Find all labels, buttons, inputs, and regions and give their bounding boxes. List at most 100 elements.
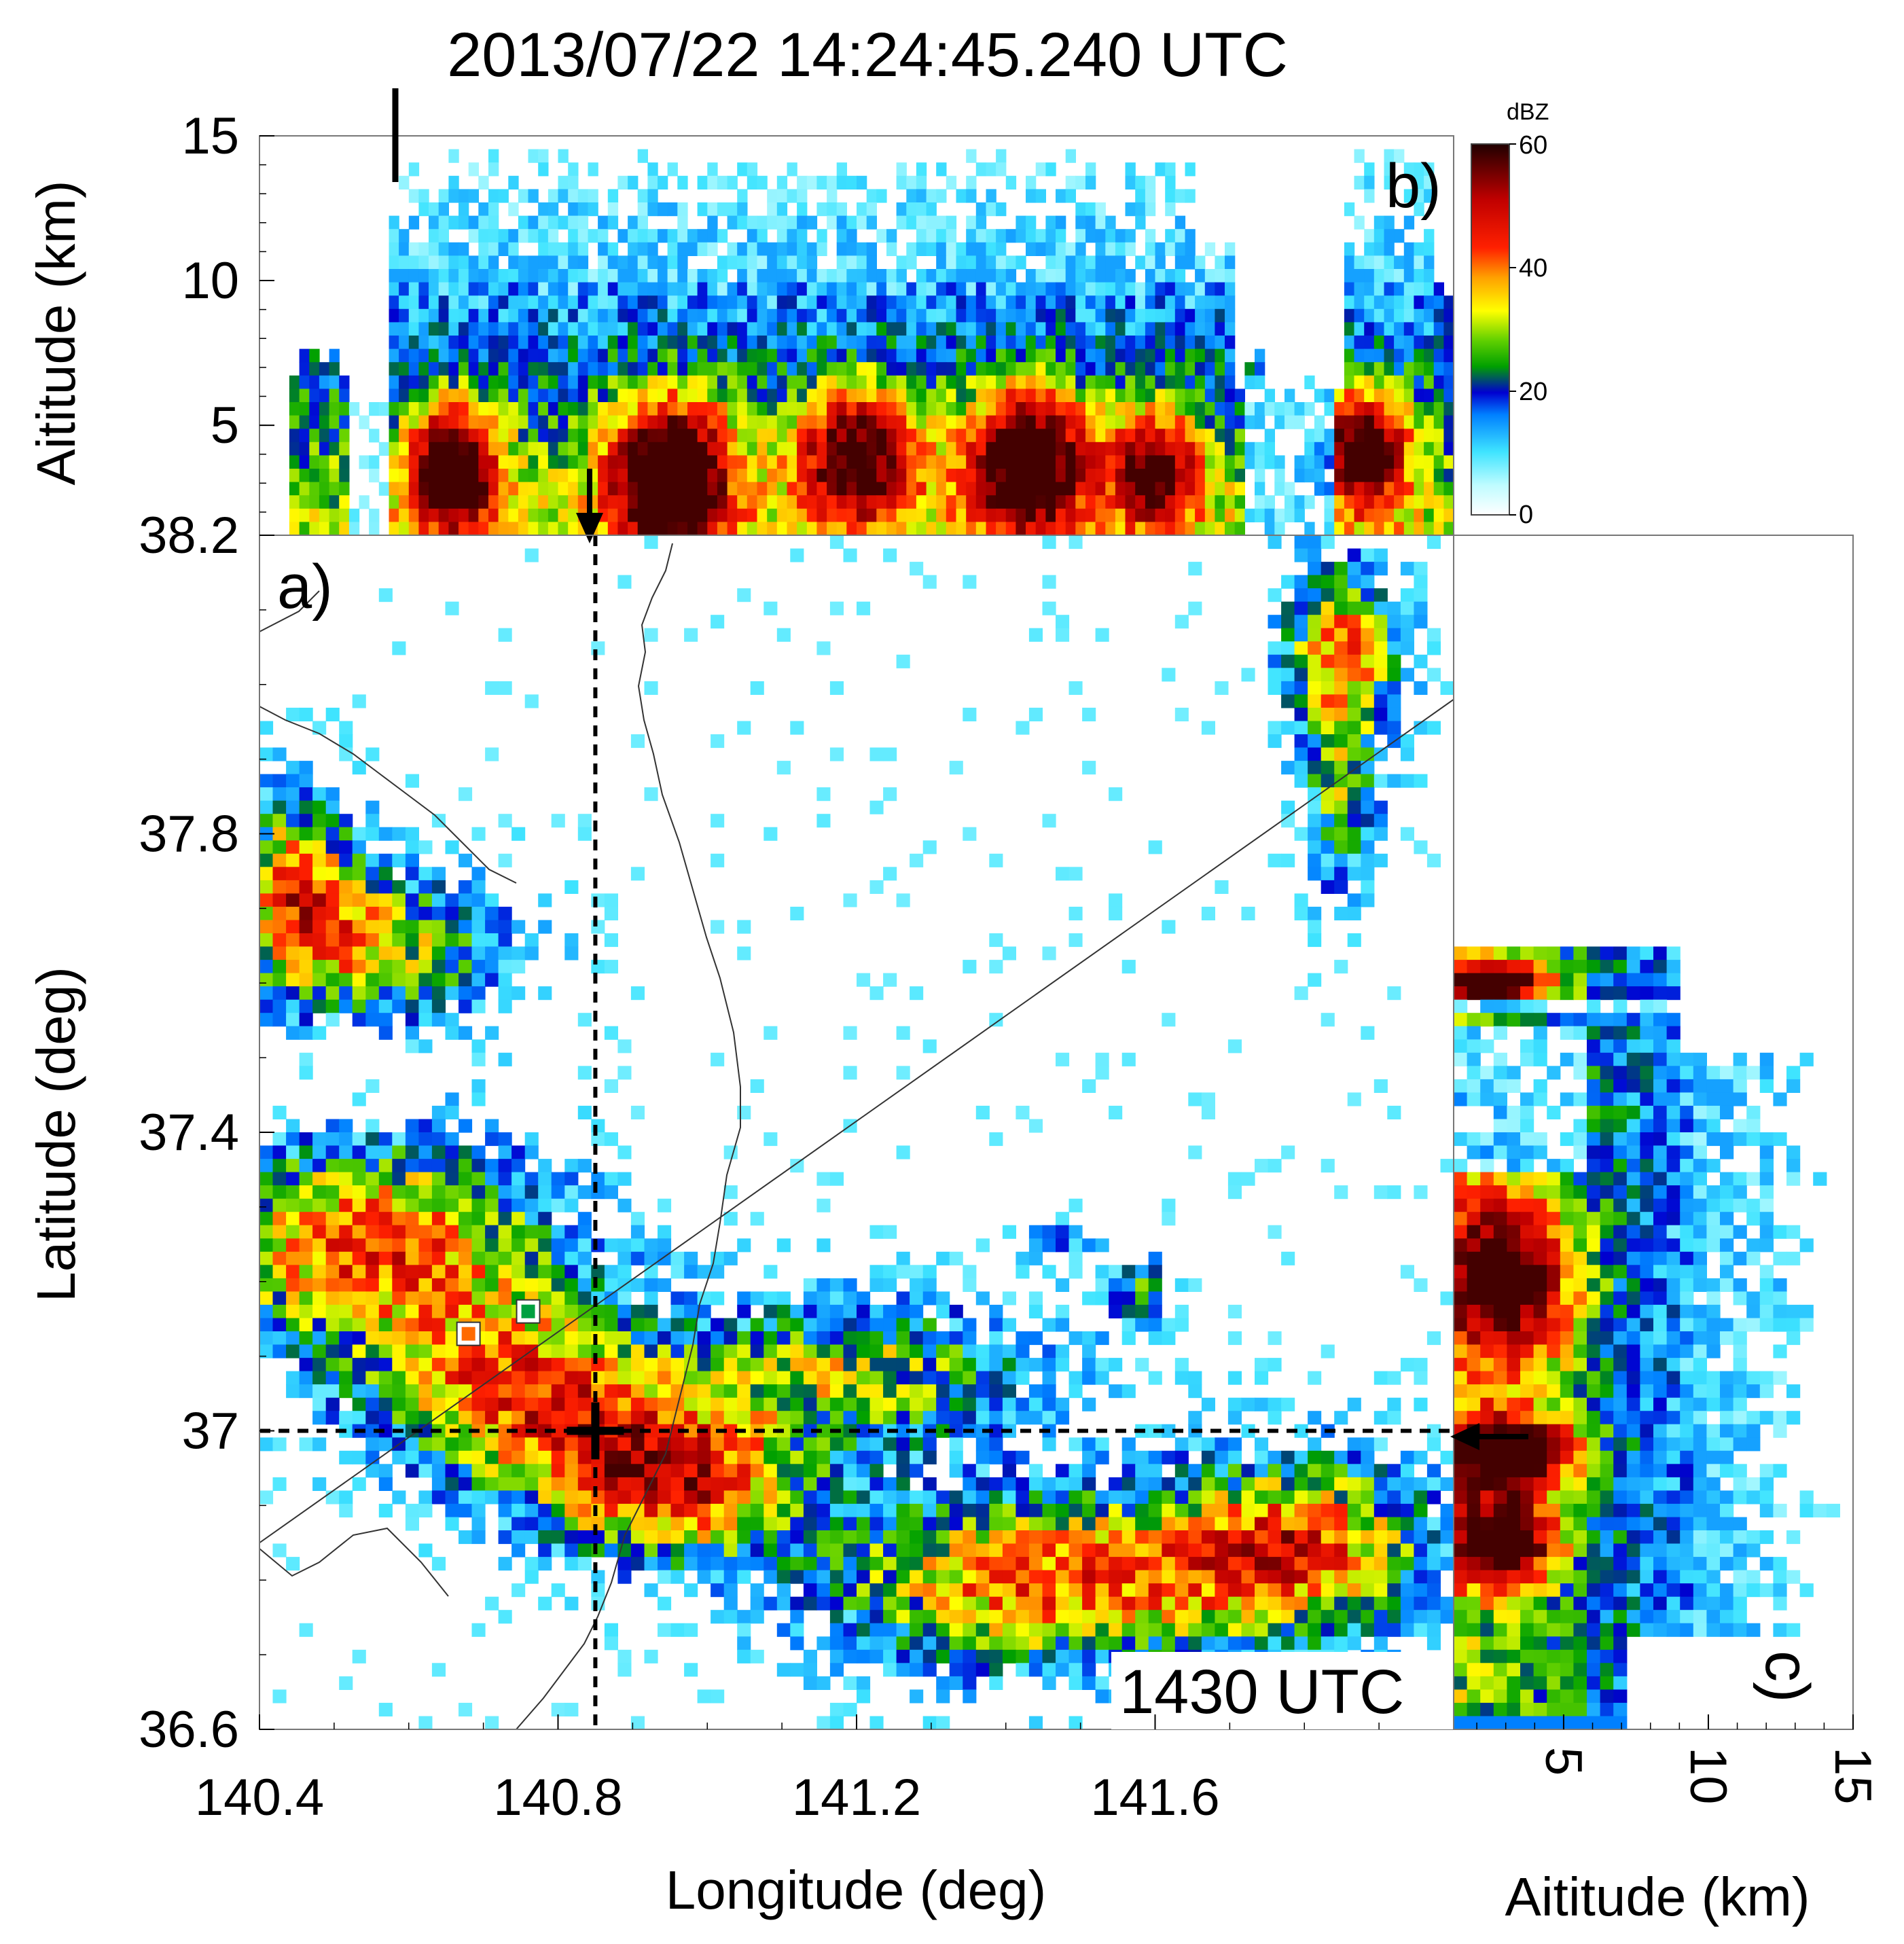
reflectivity-cell-a <box>1373 1477 1388 1491</box>
reflectivity-cell-b <box>607 402 619 416</box>
reflectivity-cell-a <box>352 1212 366 1226</box>
reflectivity-cell-a <box>538 1464 552 1478</box>
reflectivity-cell-a <box>418 840 433 854</box>
reflectivity-cell-a <box>658 1477 672 1491</box>
reflectivity-cell-a <box>378 933 393 948</box>
reflectivity-cell-a <box>418 1013 433 1027</box>
reflectivity-cell-a <box>910 1411 924 1425</box>
reflectivity-cell-a <box>325 1013 340 1027</box>
reflectivity-cell-b <box>896 495 907 509</box>
reflectivity-cell-b <box>717 495 728 509</box>
reflectivity-cell-a <box>299 1278 313 1292</box>
reflectivity-cell-a <box>392 933 406 948</box>
reflectivity-cell-a <box>339 721 353 735</box>
reflectivity-cell-a <box>1002 1477 1016 1491</box>
reflectivity-cell-a <box>1387 694 1401 708</box>
reflectivity-cell-a <box>378 880 393 894</box>
reflectivity-cell-a <box>352 1159 366 1173</box>
reflectivity-cell-a <box>684 1411 698 1425</box>
reflectivity-cell-b <box>1195 429 1206 443</box>
reflectivity-cell-b <box>966 308 977 323</box>
reflectivity-cell-b <box>906 389 917 403</box>
reflectivity-cell-a <box>1281 601 1295 615</box>
reflectivity-cell-b <box>459 282 469 296</box>
reflectivity-cell-a <box>1241 1477 1255 1491</box>
reflectivity-cell-a <box>1121 1291 1136 1306</box>
reflectivity-cell-a <box>564 1318 579 1332</box>
reflectivity-cell-b <box>399 336 410 350</box>
reflectivity-cell-a <box>1056 1411 1070 1425</box>
reflectivity-cell-b <box>757 375 768 389</box>
reflectivity-cell-b <box>1373 336 1385 350</box>
reflectivity-cell-a <box>1347 668 1361 682</box>
reflectivity-cell-b <box>966 402 977 416</box>
reflectivity-cell-a <box>1016 1251 1030 1265</box>
reflectivity-cell-b <box>727 308 738 323</box>
reflectivity-cell-a <box>339 1238 353 1253</box>
reflectivity-cell-a <box>776 1517 791 1531</box>
reflectivity-cell-b <box>329 482 340 496</box>
reflectivity-cell-b <box>876 362 887 376</box>
reflectivity-cell-b <box>975 442 987 456</box>
reflectivity-cell-a <box>259 867 274 881</box>
reflectivity-cell-a <box>922 1477 937 1491</box>
reflectivity-cell-a <box>418 1238 433 1253</box>
reflectivity-cell-a <box>405 1225 419 1239</box>
reflectivity-cell-b <box>1016 362 1026 376</box>
reflectivity-cell-a <box>524 1265 539 1279</box>
reflectivity-cell-b <box>926 375 937 389</box>
reflectivity-cell-b <box>528 402 539 416</box>
reflectivity-cell-b <box>876 455 887 469</box>
reflectivity-cell-b <box>1414 455 1424 469</box>
reflectivity-cell-a <box>1373 1371 1388 1385</box>
reflectivity-cell-a <box>803 1384 817 1399</box>
reflectivity-cell-b <box>647 402 658 416</box>
reflectivity-cell-a <box>312 946 327 960</box>
reflectivity-cell-b <box>966 415 977 429</box>
reflectivity-cell-b <box>1225 362 1236 376</box>
reflectivity-cell-b <box>677 482 688 496</box>
reflectivity-cell-b <box>916 508 927 522</box>
reflectivity-cell-b <box>1065 522 1076 535</box>
reflectivity-cell-b <box>1433 482 1444 496</box>
reflectivity-cell-a <box>459 960 473 974</box>
reflectivity-cell-b <box>697 295 708 310</box>
reflectivity-cell-a <box>1162 920 1176 934</box>
reflectivity-cell-b <box>459 455 469 469</box>
reflectivity-cell-a <box>790 721 804 735</box>
reflectivity-cell-a <box>1361 615 1375 629</box>
reflectivity-cell-a <box>445 960 459 974</box>
reflectivity-cell-a <box>1135 1530 1149 1545</box>
reflectivity-cell-a <box>1042 1344 1056 1358</box>
reflectivity-cell-b <box>776 202 788 217</box>
reflectivity-cell-a <box>1308 1371 1322 1385</box>
reflectivity-cell-b <box>408 242 420 256</box>
reflectivity-cell-a <box>378 827 393 841</box>
reflectivity-cell-b <box>1384 415 1395 429</box>
reflectivity-cell-a <box>272 853 287 867</box>
reflectivity-cell-a <box>392 1384 406 1399</box>
reflectivity-cell-b <box>339 389 350 403</box>
reflectivity-cell-a <box>272 1238 287 1253</box>
reflectivity-cell-a <box>1016 1477 1030 1491</box>
reflectivity-cell-a <box>922 1450 937 1464</box>
reflectivity-cell-a <box>591 1464 605 1478</box>
reflectivity-cell-a <box>365 1013 380 1027</box>
reflectivity-cell-b <box>628 522 639 535</box>
reflectivity-cell-b <box>677 469 688 483</box>
reflectivity-cell-a <box>723 1397 738 1411</box>
reflectivity-cell-a <box>1174 1450 1189 1464</box>
reflectivity-cell-a <box>1121 1477 1136 1491</box>
reflectivity-cell-b <box>1433 415 1444 429</box>
reflectivity-cell-a <box>1387 1371 1401 1385</box>
reflectivity-cell-b <box>797 455 808 469</box>
reflectivity-cell-a <box>365 1159 380 1173</box>
reflectivity-cell-a <box>325 1397 340 1411</box>
reflectivity-cell-a <box>1255 1437 1269 1452</box>
reflectivity-cell-a <box>1215 1450 1229 1464</box>
reflectivity-cell-a <box>459 1411 473 1425</box>
reflectivity-cell-b <box>1414 175 1424 190</box>
reflectivity-cell-b <box>1433 522 1444 535</box>
reflectivity-cell-b <box>797 242 808 256</box>
reflectivity-cell-b <box>1105 336 1116 350</box>
